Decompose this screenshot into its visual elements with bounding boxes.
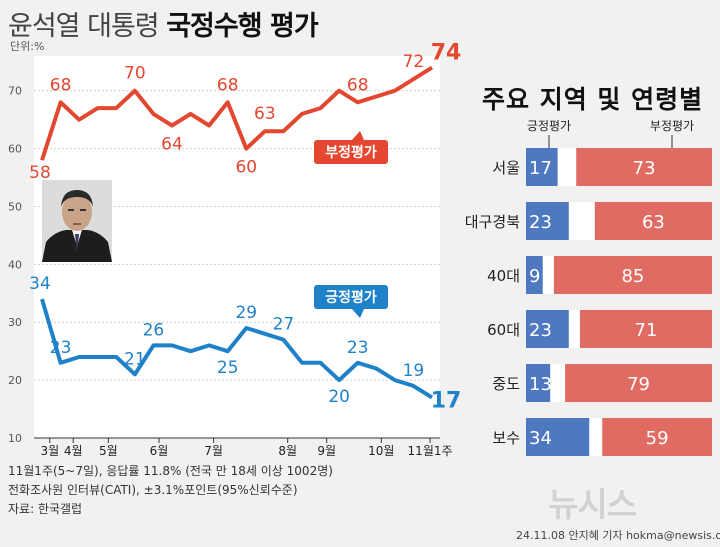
- x-tick-label: 5월: [99, 444, 118, 458]
- note-line: 11월1주(5~7일), 응답률 11.8% (전국 만 18세 이상 1002…: [8, 464, 333, 478]
- badge-bg: [314, 285, 388, 309]
- series-badge: 긍정평가: [314, 285, 388, 318]
- data-label: 68: [50, 75, 72, 95]
- newsis-logo: 뉴시스: [548, 485, 637, 524]
- data-label: 25: [217, 358, 239, 378]
- data-label: 26: [143, 320, 165, 340]
- right-chart-title: 주요 지역 및 연령별: [482, 85, 704, 114]
- title-part2: 국정수행 평가: [166, 11, 318, 42]
- data-label: 19: [403, 361, 425, 381]
- data-label: 64: [161, 134, 183, 154]
- data-label: 27: [273, 315, 295, 335]
- person-portrait-icon: [42, 180, 112, 262]
- survey-notes: 11월1주(5~7일), 응답률 11.8% (전국 만 18세 이상 1002…: [8, 462, 333, 519]
- x-tick-label: 4월: [64, 444, 83, 458]
- x-tick-label: 9월: [317, 444, 336, 458]
- series-line: [40, 298, 434, 400]
- data-label: 58: [29, 163, 51, 183]
- data-label: 60: [235, 158, 257, 178]
- data-label: 72: [403, 52, 425, 72]
- badge-tail: [352, 131, 364, 140]
- data-label: 23: [347, 338, 369, 358]
- data-label: 70: [124, 64, 146, 84]
- credit-line: 24.11.08 안지혜 기자 hokma@newsis.com: [516, 529, 720, 542]
- series-line: [40, 65, 434, 161]
- y-tick-label: 10: [8, 432, 22, 445]
- y-tick-label: 60: [8, 143, 22, 156]
- page-title: 윤석열 대통령 국정수행 평가: [8, 4, 319, 43]
- data-label: 34: [29, 274, 51, 294]
- x-tick-label: 10월: [368, 444, 394, 458]
- badge-label: 부정평가: [325, 144, 377, 161]
- y-tick-label: 40: [8, 258, 22, 271]
- title-part1: 윤석열 대통령: [8, 11, 160, 42]
- data-label: 21: [124, 349, 146, 369]
- x-tick-label: 11월1주: [408, 444, 453, 458]
- data-label: 63: [254, 104, 276, 124]
- x-tick-label: 6월: [150, 444, 169, 458]
- series-badge: 부정평가: [314, 131, 388, 164]
- data-label: 17: [431, 388, 462, 413]
- data-label: 68: [217, 75, 239, 95]
- x-tick-label: 3월: [40, 444, 59, 458]
- data-label: 29: [235, 303, 257, 323]
- data-label: 23: [50, 338, 72, 358]
- y-tick-label: 70: [8, 85, 22, 98]
- data-label: 20: [328, 387, 350, 407]
- y-tick-label: 20: [8, 374, 22, 387]
- data-label: 68: [347, 75, 369, 95]
- badge-label: 긍정평가: [325, 289, 377, 306]
- note-line: 자료: 한국갤럽: [8, 502, 83, 516]
- x-tick-label: 8월: [278, 444, 297, 458]
- x-tick-label: 7월: [204, 444, 223, 458]
- y-tick-label: 50: [8, 200, 22, 213]
- badge-tail: [352, 309, 364, 318]
- unit-label: 단위:%: [10, 40, 45, 53]
- y-tick-label: 30: [8, 316, 22, 329]
- data-label: 74: [431, 41, 462, 66]
- note-line: 전화조사원 인터뷰(CATI), ±3.1%포인트(95%신뢰수준): [8, 483, 298, 497]
- badge-bg: [314, 140, 388, 164]
